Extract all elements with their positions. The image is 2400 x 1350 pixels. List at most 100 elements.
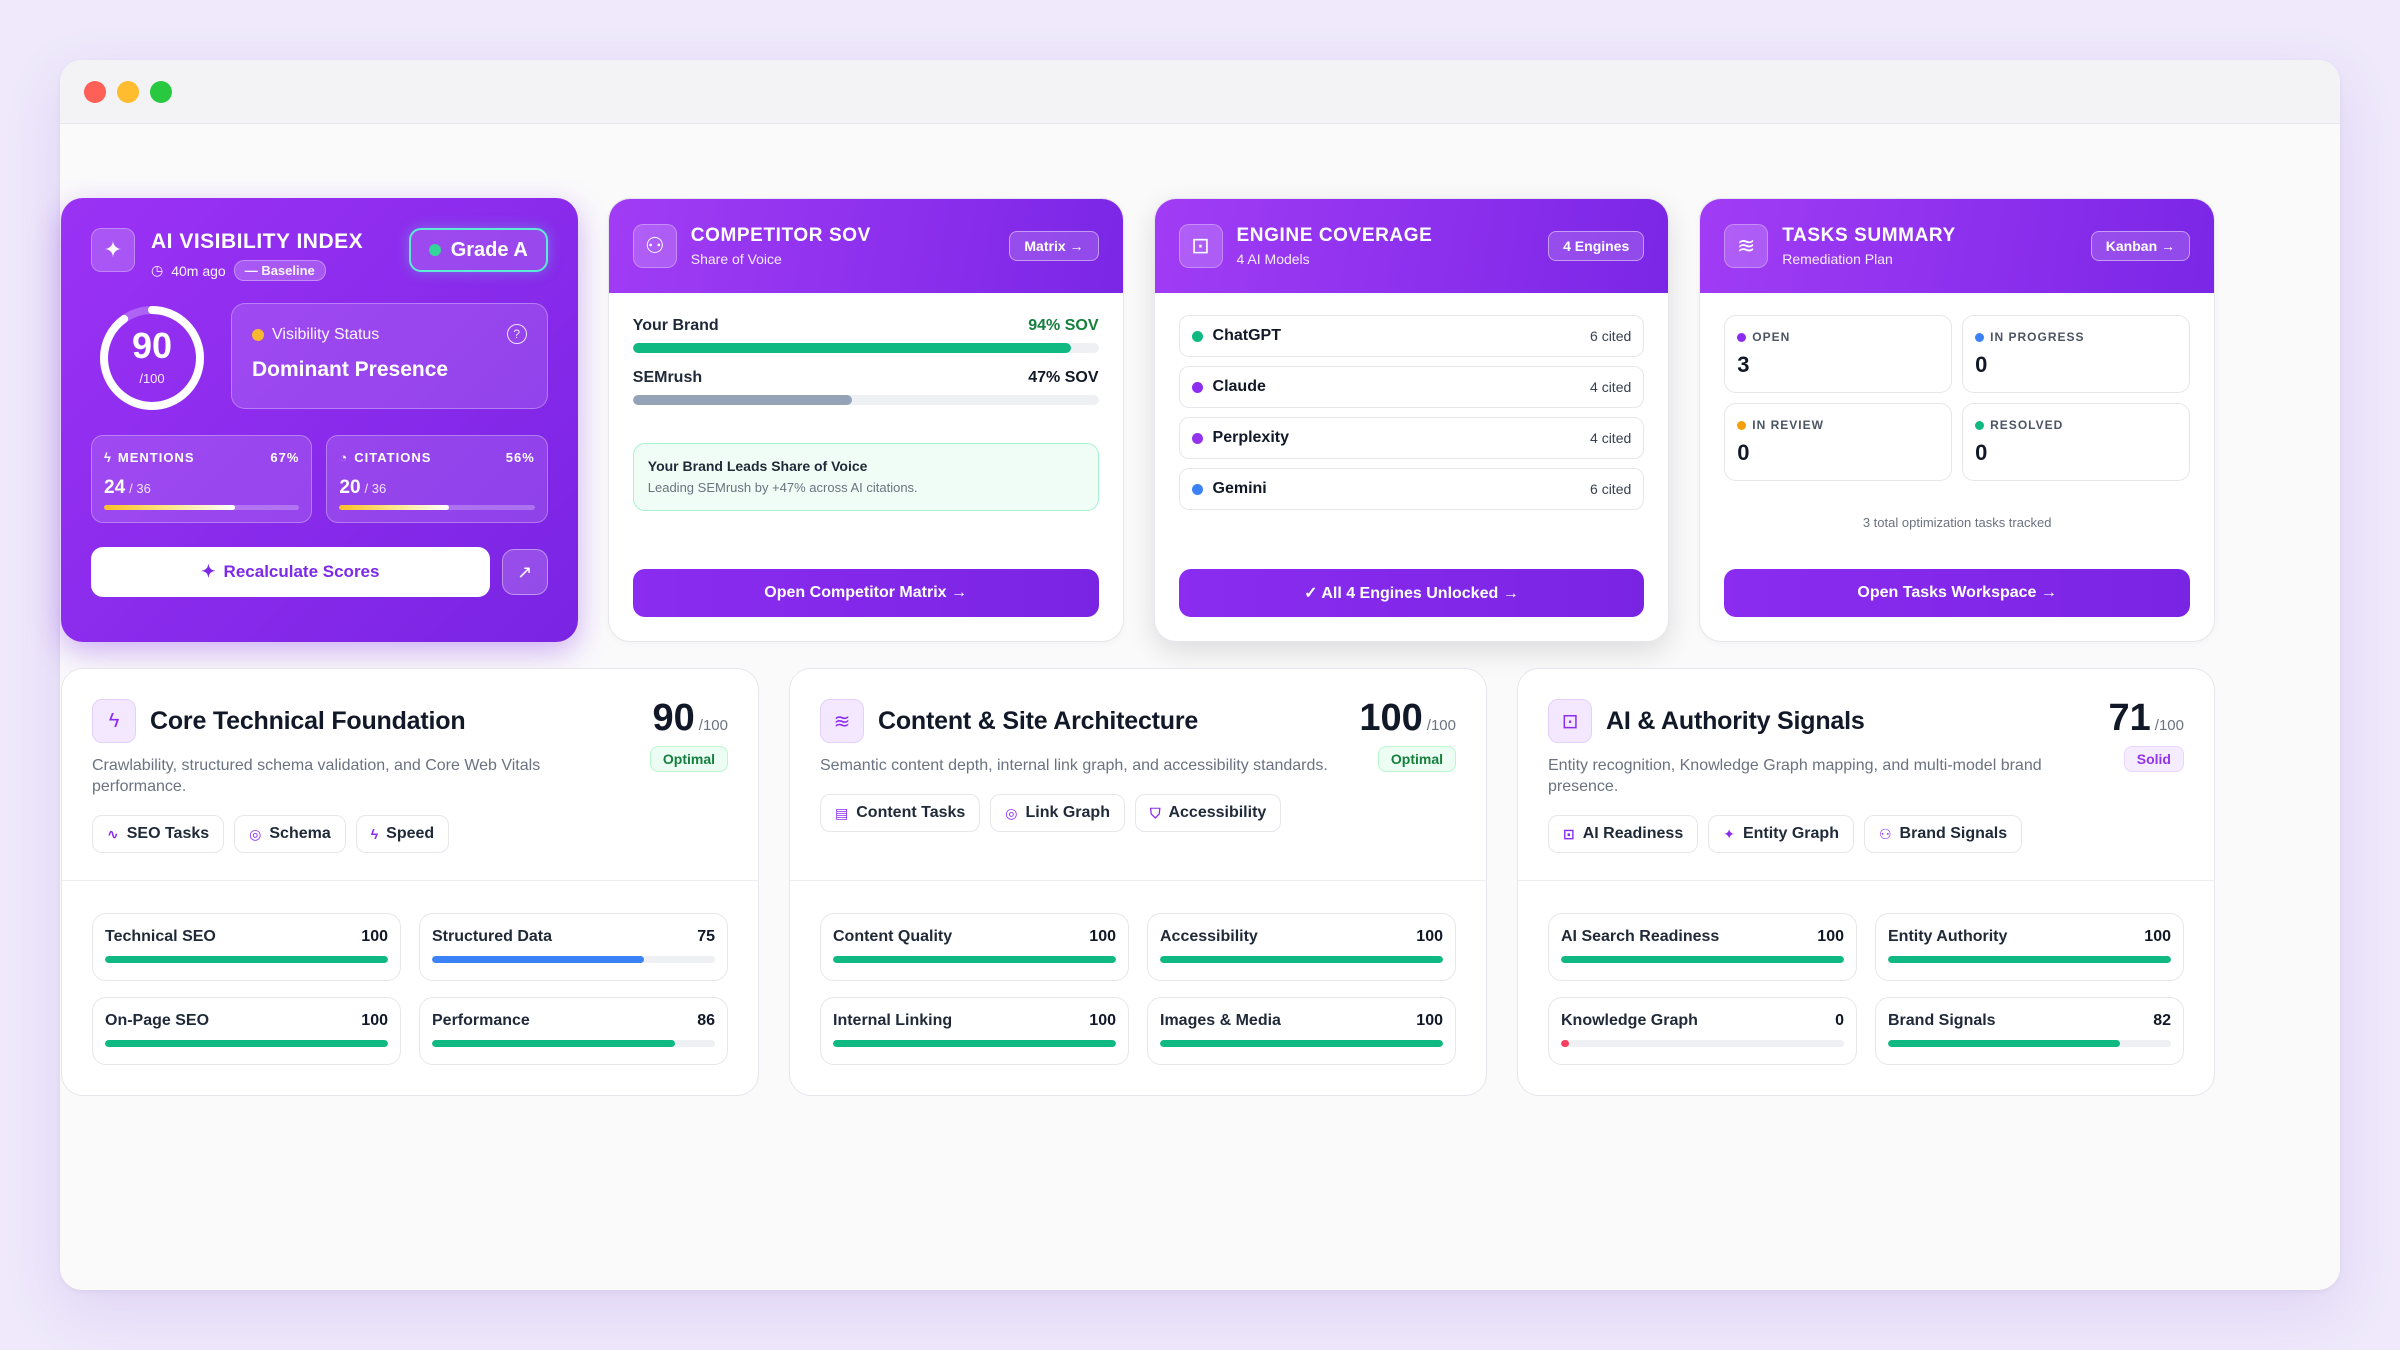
pillar-metric-label: Technical SEO — [105, 928, 216, 945]
task-status-box[interactable]: RESOLVED 0 — [1962, 403, 2191, 481]
pillar-metric-bar-fill — [833, 956, 1116, 963]
pillar-metric-box: Entity Authority 100 — [1875, 913, 2184, 981]
task-count: 3 — [1737, 352, 1750, 377]
task-status-dot — [1737, 420, 1747, 430]
recalculate-scores-button[interactable]: ✦ Recalculate Scores — [91, 547, 490, 597]
engine-dot — [1191, 330, 1203, 342]
pillar-metric-label: Internal Linking — [833, 1012, 953, 1029]
engine-row[interactable]: Perplexity 4 cited — [1178, 417, 1645, 459]
pillar-metric-value: 100 — [2144, 928, 2171, 945]
pillar-metric-box: Performance 86 — [419, 997, 728, 1065]
tag-icon: ⛉ — [1149, 804, 1161, 821]
sov-list: Your Brand 94% SOV SEMrush 47% SOV — [609, 293, 1123, 405]
pillar-metric-label: AI Search Readiness — [1561, 928, 1720, 945]
engine-cited-count: 4 cited — [1590, 430, 1632, 446]
engine-dot — [1191, 381, 1203, 393]
sov-line: Your Brand 94% SOV — [633, 317, 1099, 335]
summary-row: ✦ AI VISIBILITY INDEX ◷ 40m ago — Baseli… — [61, 198, 2216, 642]
pillar-tag-button[interactable]: ◎ Link Graph — [990, 794, 1125, 832]
pillar-metric-value: 100 — [361, 928, 388, 945]
pillar-metric-line: Content Quality 100 — [833, 928, 1116, 946]
visibility-score-den: /100 — [139, 371, 165, 386]
sov-line: SEMrush 47% SOV — [633, 369, 1099, 387]
pillar-metric-line: Images & Media 100 — [1160, 1012, 1443, 1030]
pillar-tag-label: Content Tasks — [856, 804, 966, 821]
pillar-title: Core Technical Foundation — [150, 706, 466, 735]
citations-bar — [339, 505, 535, 510]
engines-pill[interactable]: 4 Engines — [1548, 231, 1645, 261]
pillar-title-row: ⊡ AI & Authority Signals — [1548, 699, 2184, 743]
pillar-tag-button[interactable]: ✦ Entity Graph — [1708, 815, 1854, 853]
open-tasks-workspace-button[interactable]: Open Tasks Workspace → — [1724, 569, 2191, 617]
pillar-metric-bar — [1160, 956, 1443, 963]
pillar-tag-button[interactable]: ▤ Content Tasks — [820, 794, 981, 832]
sov-bar-fill — [632, 395, 852, 405]
pillar-metric-line: Brand Signals 82 — [1888, 1012, 2171, 1030]
engine-row[interactable]: Gemini 6 cited — [1178, 468, 1645, 510]
pillar-tag-button[interactable]: ⊡ AI Readiness — [1548, 815, 1699, 853]
score-ring: 90 /100 — [97, 303, 207, 413]
lead-subtitle: Leading SEMrush by +47% across AI citati… — [647, 480, 918, 495]
pillar-metric-bar — [105, 956, 388, 963]
pillar-tag-label: Accessibility — [1168, 804, 1267, 821]
engine-dot — [1191, 483, 1203, 495]
kanban-pill[interactable]: Kanban → — [2090, 231, 2191, 261]
pillar-tags: ▤ Content Tasks ◎ Link Graph ⛉ Accessibility — [820, 794, 1456, 832]
pillar-description: Semantic content depth, internal link gr… — [820, 757, 1328, 774]
tasks-subtitle: Remediation Plan — [1782, 251, 1893, 267]
citations-box: ◔ CITATIONS 56% 20/ 36 — [326, 435, 548, 523]
sov-bar-fill — [632, 343, 1071, 353]
pillar-tag-button[interactable]: ⚇ Brand Signals — [1863, 815, 2023, 853]
matrix-pill[interactable]: Matrix → — [1009, 231, 1099, 261]
task-label: IN PROGRESS — [1975, 330, 2177, 344]
pillar-metric-bar-fill — [105, 956, 388, 963]
minimize-window-button[interactable] — [117, 80, 139, 103]
bot-icon: ⊡ — [1548, 699, 1592, 743]
pillar-metric-bar — [1561, 956, 1844, 963]
close-window-button[interactable] — [84, 80, 106, 103]
users-icon: ⚇ — [632, 224, 677, 268]
task-status-dot — [1737, 332, 1747, 342]
pillar-metric-bar — [1888, 956, 2171, 963]
pillar-tag-button[interactable]: ∿ SEO Tasks — [92, 815, 225, 853]
baseline-pill[interactable]: — Baseline — [233, 260, 326, 281]
pillar-metric-value: 100 — [1416, 928, 1443, 945]
task-status-dot — [1975, 332, 1985, 342]
mentions-den: / 36 — [129, 481, 151, 496]
engine-cited-count: 6 cited — [1590, 328, 1632, 344]
help-icon[interactable]: ? — [506, 324, 527, 344]
layers-icon: ≋ — [820, 699, 864, 743]
task-status-box[interactable]: IN PROGRESS 0 — [1962, 315, 2191, 393]
citations-pct: 56% — [505, 450, 535, 465]
open-competitor-matrix-button[interactable]: Open Competitor Matrix → — [632, 569, 1099, 617]
pillar-metric-box: Accessibility 100 — [1147, 913, 1456, 981]
engines-unlocked-button[interactable]: ✓ All 4 Engines Unlocked → — [1178, 569, 1645, 617]
arrow-up-right-icon: ↗ — [517, 561, 533, 582]
pillar-tag-button[interactable]: ⛉ Accessibility — [1134, 794, 1282, 832]
pillar-metric-bar — [1888, 1040, 2171, 1047]
pillar-tag-button[interactable]: ϟ Speed — [355, 815, 450, 853]
maximize-window-button[interactable] — [150, 80, 172, 103]
status-value: Dominant Presence — [252, 358, 449, 381]
pillar-metric-box: Structured Data 75 — [419, 913, 728, 981]
pillar-metric-line: Entity Authority 100 — [1888, 928, 2171, 946]
pillar-metric-value: 75 — [697, 928, 715, 945]
pillar-metric-box: AI Search Readiness 100 — [1548, 913, 1857, 981]
open-visibility-button[interactable]: ↗ — [501, 549, 548, 595]
pillar-metric-bar — [833, 956, 1116, 963]
pillar-tag-button[interactable]: ◎ Schema — [234, 815, 346, 853]
pillar-metric-line: Technical SEO 100 — [105, 928, 388, 946]
task-status-label: RESOLVED — [1990, 418, 2064, 432]
lead-box: Your Brand Leads Share of Voice Leading … — [632, 443, 1099, 511]
pillar-description: Entity recognition, Knowledge Graph mapp… — [1548, 757, 2042, 795]
mentions-bar-fill — [104, 505, 235, 510]
mentions-label: MENTIONS — [117, 450, 195, 465]
task-status-box[interactable]: OPEN 3 — [1724, 315, 1953, 393]
pillar-score-den: /100 — [1426, 717, 1456, 734]
citations-label: CITATIONS — [354, 450, 432, 465]
engine-row[interactable]: Claude 4 cited — [1178, 366, 1645, 408]
task-status-box[interactable]: IN REVIEW 0 — [1724, 403, 1953, 481]
pillar-metric-label: Brand Signals — [1888, 1012, 1996, 1029]
engine-dot — [1191, 432, 1203, 444]
engine-row[interactable]: ChatGPT 6 cited — [1178, 315, 1645, 357]
